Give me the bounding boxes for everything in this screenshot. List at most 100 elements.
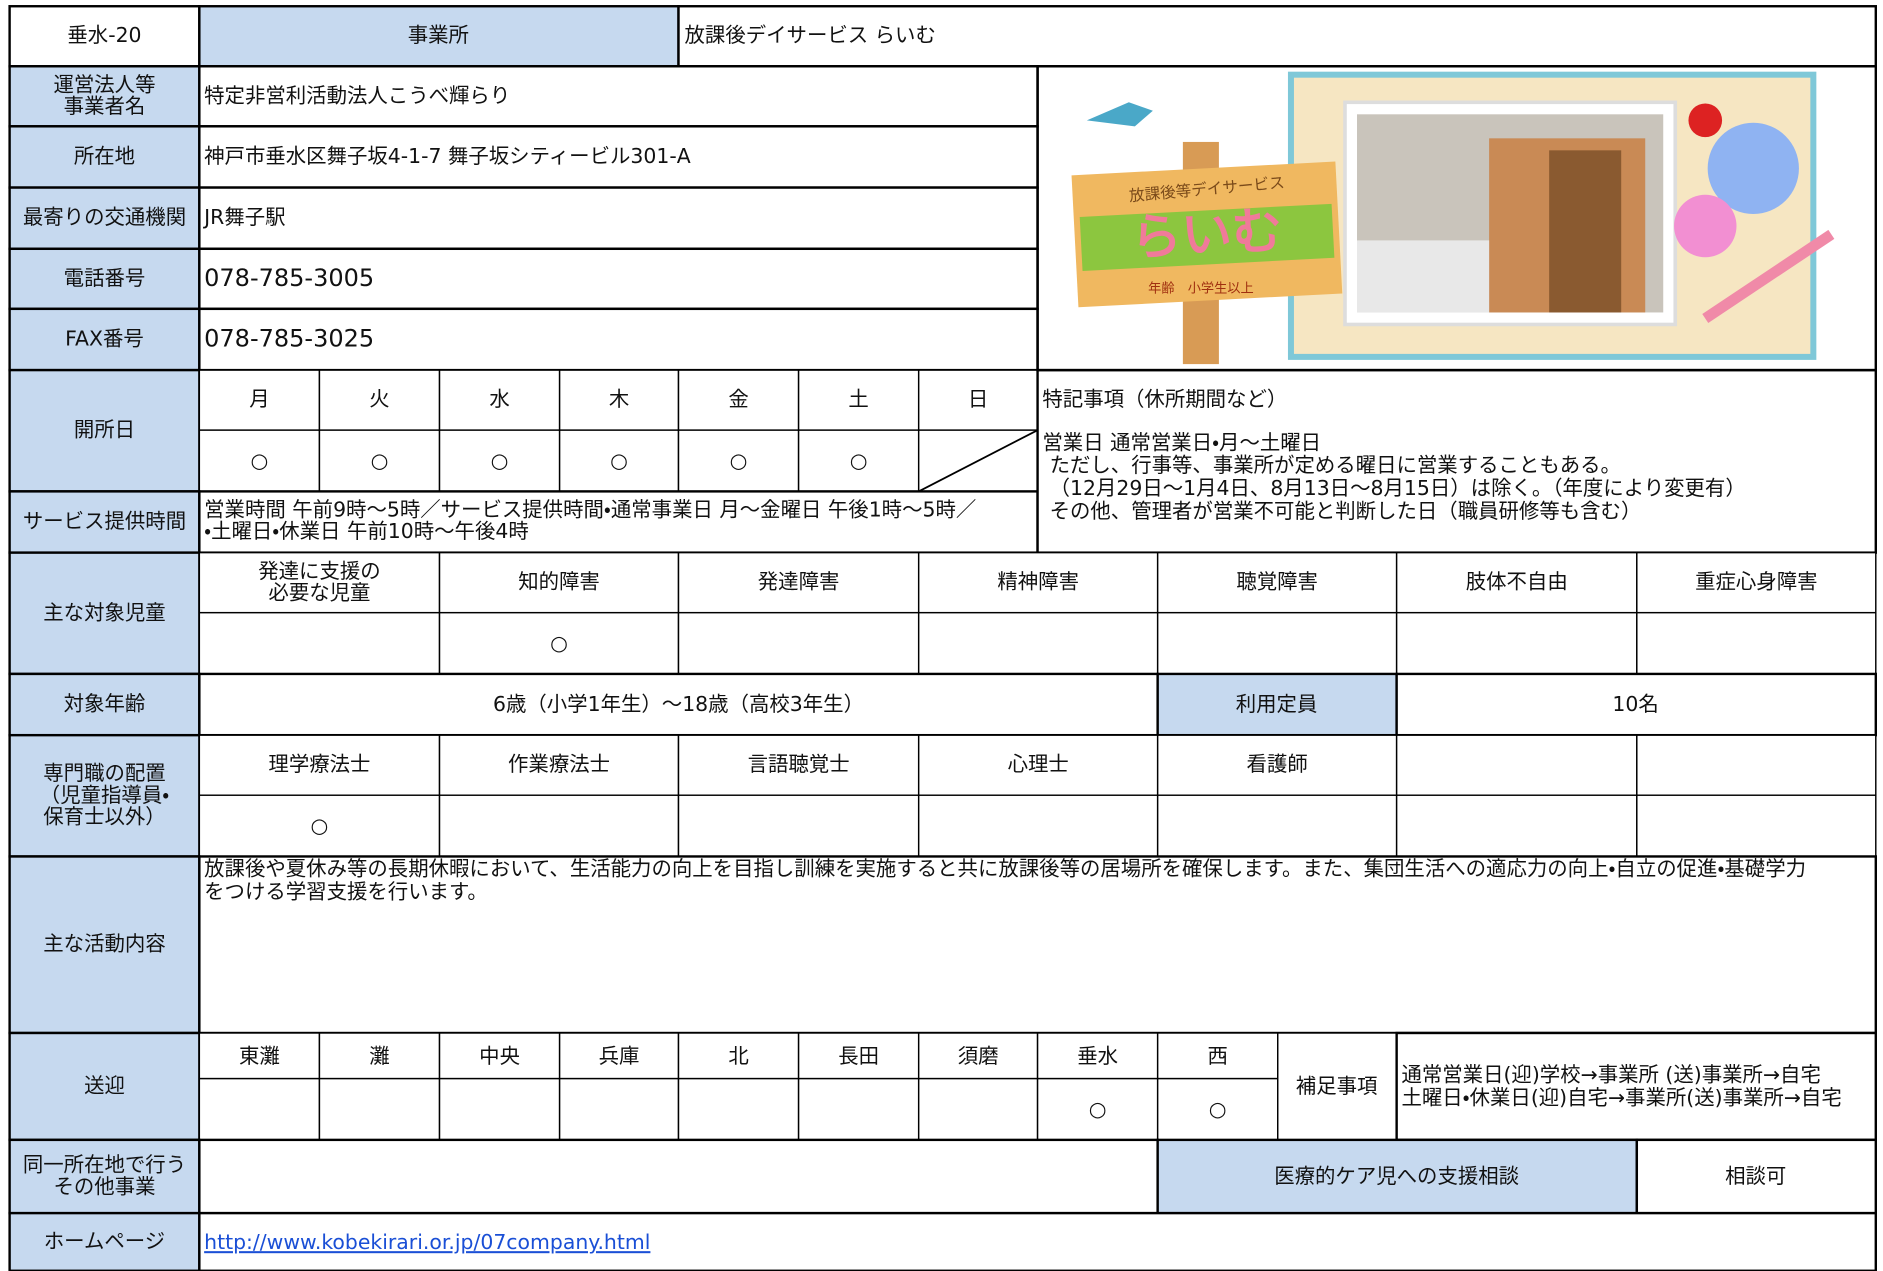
target-category: 重症心身障害 — [1695, 570, 1817, 594]
staff-role: 作業療法士 — [508, 752, 610, 776]
area-label: 長田 — [838, 1044, 879, 1068]
table-cell — [677, 551, 920, 614]
target-category: 肢体不自由 — [1466, 570, 1568, 594]
table-cell — [917, 611, 1159, 675]
sign-name: らいむ — [1130, 201, 1284, 268]
table-cell — [1395, 672, 1877, 737]
table-cell — [198, 1211, 1877, 1271]
staff-role: 心理士 — [1008, 752, 1069, 776]
table-cell — [1395, 794, 1638, 858]
table-cell — [198, 247, 1039, 311]
row-label: 主な対象児童 — [43, 600, 165, 624]
table-cell — [1156, 1138, 1639, 1215]
table-cell — [8, 672, 201, 737]
day-mark: ○ — [371, 448, 389, 472]
table-cell — [677, 794, 920, 858]
table-cell — [677, 5, 1877, 68]
staff-role: 看護師 — [1247, 752, 1308, 776]
staff-mark: ○ — [311, 813, 329, 837]
target-category: 精神障害 — [997, 570, 1079, 594]
blue-ball — [1707, 122, 1799, 214]
table-cell — [438, 611, 680, 675]
table-cell — [1156, 551, 1398, 614]
pencil — [1702, 229, 1835, 323]
bird — [1086, 102, 1153, 127]
info-value: 078-785-3025 — [204, 324, 374, 352]
table-cell — [917, 1032, 1039, 1080]
info-value: 神戸市垂水区舞子坂4-1-7 舞子坂シティービル301-A — [204, 144, 691, 168]
capacity-label: 利用定員 — [1236, 692, 1318, 716]
row-label: 主な活動内容 — [43, 932, 165, 956]
table-cell — [1635, 1138, 1877, 1215]
notes-text: （12月29日～1月4日、8月13日～8月15日）は除く。（年度により変更有） — [1050, 476, 1746, 500]
homepage-link[interactable]: http://www.kobekirari.or.jp/07company.ht… — [204, 1230, 650, 1254]
table-cell — [558, 369, 680, 431]
service-hours-text: 営業時間 午前9時～5時／サービス提供時間・通常事業日 月～金曜日 午後1時～5… — [204, 498, 976, 522]
table-cell — [198, 1077, 321, 1141]
activities-text: 放課後や夏休み等の長期休暇において、生活能力の向上を目指し訓練を実施すると共に放… — [204, 857, 1806, 881]
day-mark: ○ — [730, 448, 748, 472]
row-label: 同一所在地で行う — [23, 1153, 186, 1177]
row-label: 対象年齢 — [64, 692, 146, 716]
day-mark: ○ — [250, 448, 268, 472]
row-label: 保育士以外） — [43, 804, 165, 828]
table-cell — [1636, 611, 1877, 675]
table-cell — [677, 369, 800, 431]
row-label: 最寄りの交通機関 — [23, 205, 186, 229]
row-label: 専門職の配置 — [43, 761, 165, 785]
pink-ball — [1674, 194, 1737, 258]
target-category: 発達障害 — [758, 570, 840, 594]
area-label: 中央 — [479, 1044, 520, 1068]
day-label: 月 — [249, 387, 269, 411]
header-label: 事業所 — [408, 23, 469, 47]
row-label: 所在地 — [74, 144, 135, 168]
info-value: JR舞子駅 — [202, 205, 285, 229]
table-cell — [677, 1032, 800, 1080]
area-label: 兵庫 — [599, 1044, 640, 1068]
table-cell — [1636, 734, 1877, 796]
day-mark: ○ — [610, 448, 628, 472]
table-cell — [438, 369, 561, 431]
table-cell — [917, 1077, 1039, 1141]
service-hours-text: ・土曜日・休業日 午前10時～午後4時 — [204, 519, 529, 543]
medical-value: 相談可 — [1725, 1164, 1786, 1188]
info-value: 078-785-3005 — [204, 264, 374, 292]
table-cell — [198, 186, 1039, 251]
table-cell — [8, 368, 201, 493]
table-cell — [8, 125, 201, 189]
table-cell — [677, 429, 800, 493]
day-label: 火 — [369, 387, 389, 411]
sheet-id: 垂水-20 — [67, 23, 141, 47]
day-mark: ○ — [850, 448, 868, 472]
table-cell — [8, 733, 201, 858]
row-label: その他事業 — [53, 1174, 155, 1198]
table-cell — [8, 247, 201, 311]
table-cell — [8, 1138, 201, 1215]
area-label: 北 — [728, 1044, 748, 1068]
table-cell — [198, 794, 441, 858]
table-cell — [1156, 1032, 1279, 1080]
table-cell — [198, 307, 1039, 372]
day-label: 金 — [728, 387, 748, 411]
table-cell — [438, 734, 680, 796]
table-cell — [917, 794, 1159, 858]
notes-title: 特記事項（休所期間など） — [1042, 387, 1287, 411]
target-category: 聴覚障害 — [1236, 570, 1318, 594]
table-cell — [318, 1077, 441, 1141]
table-cell — [8, 1211, 201, 1271]
photo-door — [1549, 150, 1622, 313]
activities-text: をつける学習支援を行います。 — [204, 879, 488, 903]
day-label: 水 — [489, 387, 509, 411]
row-label: サービス提供時間 — [23, 509, 186, 533]
table-cell — [438, 1032, 561, 1080]
row-label: 電話番号 — [64, 266, 146, 290]
target-category: 発達に支援の — [258, 559, 380, 583]
area-label: 西 — [1208, 1044, 1228, 1068]
note-text: 土曜日・休業日(迎)自宅→事業所(送)事業所→自宅 — [1401, 1085, 1841, 1109]
table-cell — [1156, 734, 1398, 796]
area-mark: ○ — [1209, 1097, 1227, 1121]
staff-role: 言語聴覚士 — [748, 752, 850, 776]
table-cell — [198, 855, 1877, 1035]
area-label: 東灘 — [239, 1044, 280, 1068]
